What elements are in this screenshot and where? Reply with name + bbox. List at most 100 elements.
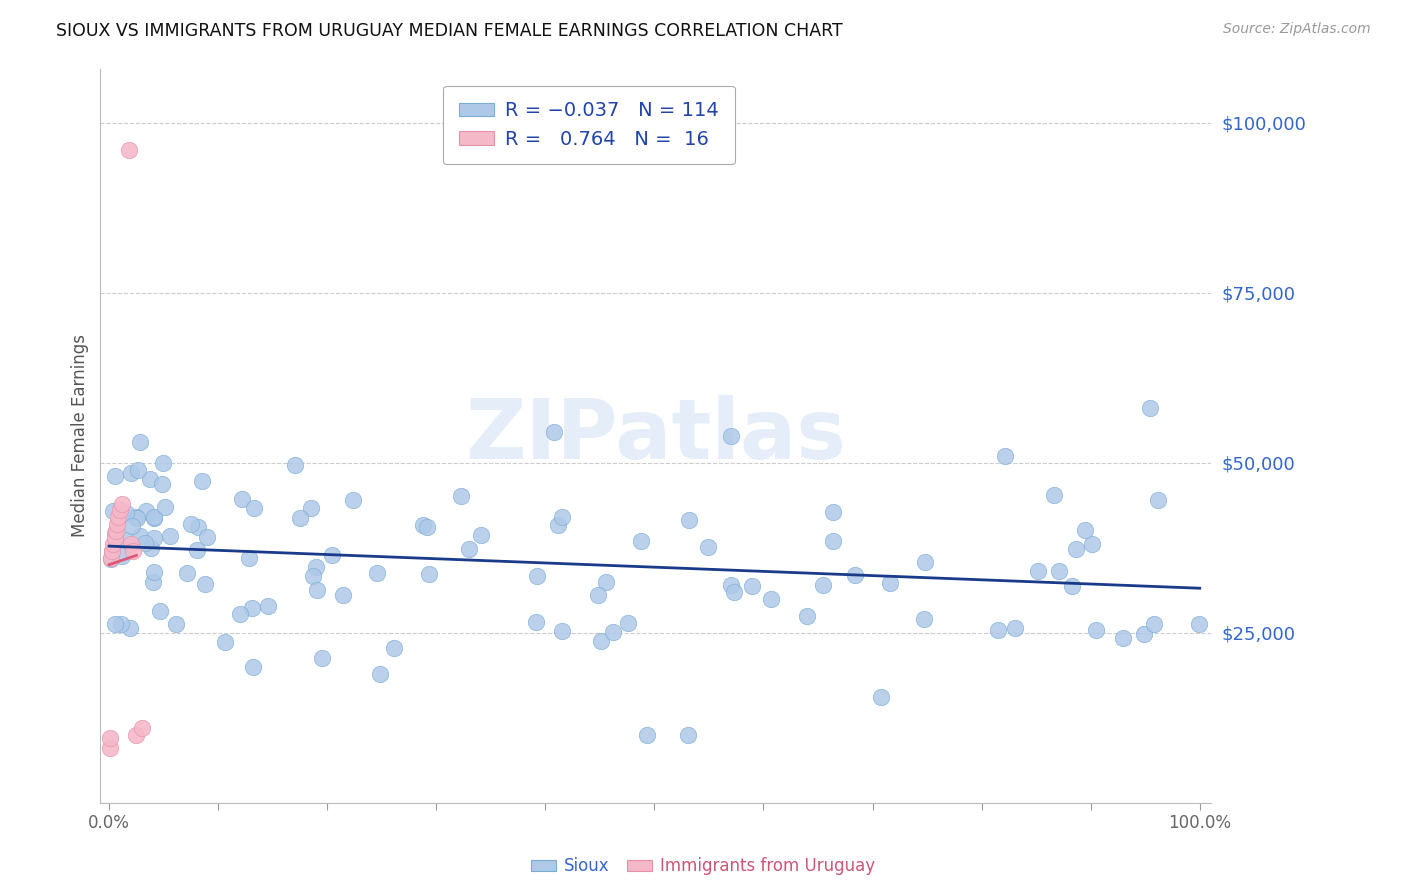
- Point: [229, 607, 252, 622]
- Point: [1085, 623, 1108, 637]
- Point: [100, 550, 122, 565]
- Point: [120, 466, 142, 480]
- Point: [741, 579, 763, 593]
- Point: [450, 489, 472, 503]
- Point: [470, 528, 492, 542]
- Point: [142, 531, 165, 545]
- Point: [550, 624, 572, 638]
- Point: [879, 576, 901, 591]
- Point: [153, 500, 176, 514]
- Point: [299, 501, 322, 516]
- Point: [128, 529, 150, 543]
- Point: [98, 741, 121, 756]
- Point: [243, 501, 266, 516]
- Point: [100, 552, 122, 566]
- Point: [134, 535, 156, 549]
- Point: [231, 491, 253, 506]
- Point: [412, 517, 434, 532]
- Legend: R = −0.037   N = 114, R =   0.764   N =  16: R = −0.037 N = 114, R = 0.764 N = 16: [443, 86, 735, 164]
- Legend: Sioux, Immigrants from Uruguay: Sioux, Immigrants from Uruguay: [523, 849, 883, 884]
- Text: ZIPatlas: ZIPatlas: [465, 395, 846, 476]
- Point: [131, 721, 153, 735]
- Point: [214, 635, 236, 649]
- Point: [1133, 626, 1156, 640]
- Point: [302, 568, 325, 582]
- Point: [242, 659, 264, 673]
- Point: [1026, 564, 1049, 578]
- Point: [368, 667, 391, 681]
- Point: [696, 540, 718, 554]
- Point: [636, 728, 658, 742]
- Point: [994, 449, 1017, 463]
- Point: [129, 435, 152, 450]
- Point: [524, 615, 547, 630]
- Point: [304, 559, 326, 574]
- Point: [551, 509, 574, 524]
- Point: [104, 468, 127, 483]
- Point: [125, 509, 148, 524]
- Point: [366, 566, 388, 580]
- Point: [1081, 537, 1104, 551]
- Point: [111, 549, 134, 563]
- Text: SIOUX VS IMMIGRANTS FROM URUGUAY MEDIAN FEMALE EARNINGS CORRELATION CHART: SIOUX VS IMMIGRANTS FROM URUGUAY MEDIAN …: [56, 22, 844, 40]
- Point: [284, 458, 307, 472]
- Point: [1066, 541, 1088, 556]
- Point: [101, 544, 124, 558]
- Point: [342, 492, 364, 507]
- Point: [869, 690, 891, 704]
- Point: [101, 544, 124, 558]
- Point: [120, 621, 142, 635]
- Point: [1062, 579, 1084, 593]
- Point: [595, 574, 617, 589]
- Y-axis label: Median Female Earnings: Median Female Earnings: [72, 334, 89, 537]
- Point: [191, 474, 214, 488]
- Point: [187, 520, 209, 534]
- Point: [914, 556, 936, 570]
- Point: [125, 728, 148, 742]
- Point: [526, 569, 548, 583]
- Point: [723, 584, 745, 599]
- Point: [104, 617, 127, 632]
- Point: [125, 510, 148, 524]
- Point: [240, 601, 263, 615]
- Point: [759, 592, 782, 607]
- Point: [821, 533, 844, 548]
- Point: [823, 506, 845, 520]
- Point: [195, 530, 218, 544]
- Point: [602, 624, 624, 639]
- Point: [108, 503, 131, 517]
- Point: [103, 531, 125, 545]
- Point: [1139, 401, 1161, 416]
- Point: [311, 650, 333, 665]
- Point: [1112, 631, 1135, 645]
- Point: [720, 578, 742, 592]
- Point: [1043, 488, 1066, 502]
- Point: [987, 623, 1010, 637]
- Point: [257, 599, 280, 614]
- Point: [720, 428, 742, 442]
- Point: [105, 516, 128, 531]
- Point: [418, 567, 440, 582]
- Point: [813, 577, 835, 591]
- Point: [844, 568, 866, 582]
- Point: [141, 541, 163, 555]
- Point: [110, 616, 132, 631]
- Point: [616, 615, 638, 630]
- Point: [159, 529, 181, 543]
- Point: [120, 537, 142, 551]
- Point: [142, 509, 165, 524]
- Point: [139, 472, 162, 486]
- Point: [194, 576, 217, 591]
- Point: [678, 728, 700, 742]
- Point: [1004, 621, 1026, 635]
- Point: [142, 575, 165, 590]
- Point: [104, 525, 127, 540]
- Point: [152, 456, 174, 470]
- Point: [111, 496, 134, 510]
- Point: [180, 517, 202, 532]
- Point: [321, 548, 343, 562]
- Point: [186, 543, 208, 558]
- Point: [143, 511, 166, 525]
- Point: [307, 582, 329, 597]
- Text: Source: ZipAtlas.com: Source: ZipAtlas.com: [1223, 22, 1371, 37]
